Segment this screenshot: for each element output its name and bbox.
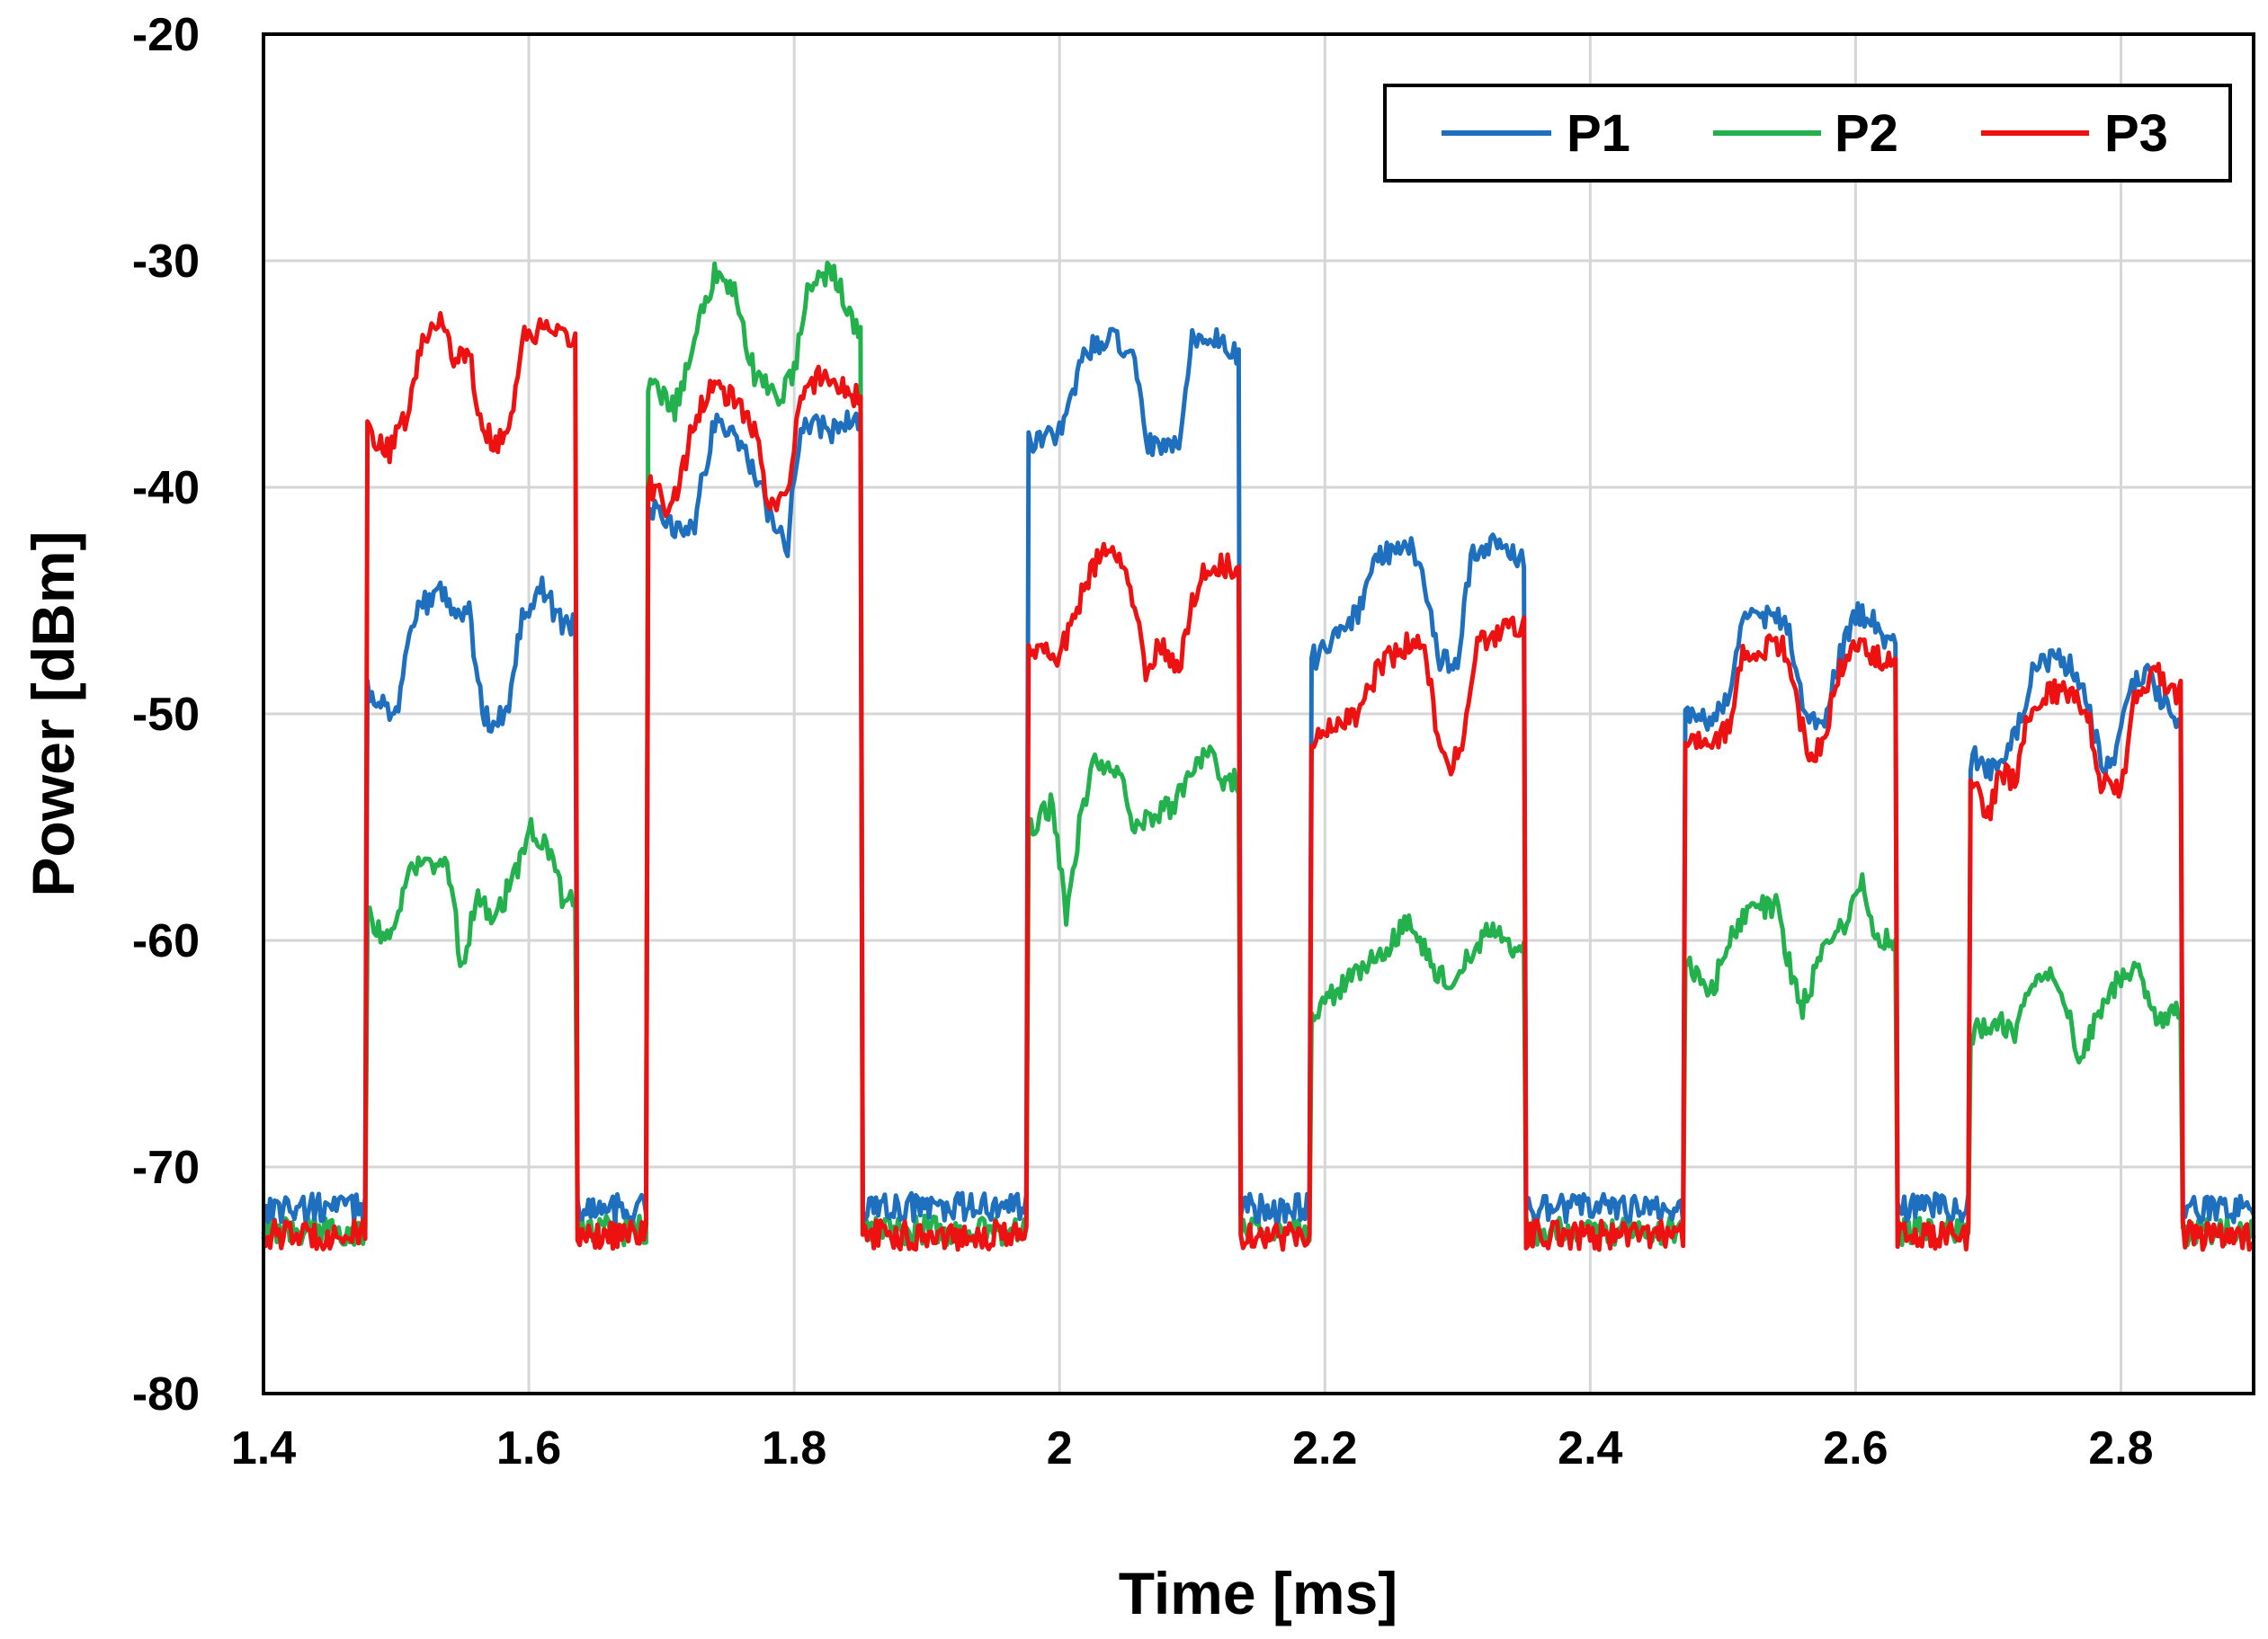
- tick-label-layer: 1.4 1.6 1.8 2 2.2 2.4 2.6 2.8 -80 -70 -60 -50 -40 -30…: [132, 9, 2154, 1474]
- x-tick-label: 2.4: [1558, 1422, 1622, 1474]
- legend-item-p1: P1: [1442, 104, 1630, 163]
- y-tick-label: -20: [132, 9, 200, 61]
- x-axis-title: Time [ms]: [1119, 1560, 1398, 1626]
- x-tick-label: 1.4: [231, 1422, 296, 1474]
- series-line-p3: [261, 311, 2255, 1252]
- series-layer: [261, 260, 2256, 1252]
- x-tick-label: 2.2: [1292, 1422, 1357, 1474]
- x-tick-label: 2.6: [1823, 1422, 1888, 1474]
- y-tick-label: -40: [132, 462, 200, 514]
- x-tick-label: 2.8: [2088, 1422, 2153, 1474]
- plot-area-frame: [262, 32, 2255, 1395]
- y-tick-label: -50: [132, 689, 200, 741]
- legend-label-p1: P1: [1567, 104, 1630, 163]
- y-tick-label: -60: [132, 915, 200, 967]
- legend-label-p2: P2: [1835, 104, 1898, 163]
- y-tick-label: -30: [132, 236, 200, 288]
- x-tick-label: 1.6: [496, 1422, 561, 1474]
- series-line-p1: [261, 326, 2256, 1225]
- y-axis-title: Power [dBm]: [20, 530, 86, 896]
- y-tick-label: -70: [132, 1142, 200, 1194]
- legend-item-p2: P2: [1713, 104, 1898, 163]
- x-tick-label: 2: [1047, 1422, 1073, 1474]
- legend-label-p3: P3: [2104, 104, 2168, 163]
- legend: P1 P2 P3: [1383, 84, 2232, 183]
- y-tick-label: -80: [132, 1368, 200, 1421]
- legend-item-p3: P3: [1981, 104, 2168, 163]
- x-tick-label: 1.8: [762, 1422, 826, 1474]
- grid-layer: [263, 34, 2254, 1394]
